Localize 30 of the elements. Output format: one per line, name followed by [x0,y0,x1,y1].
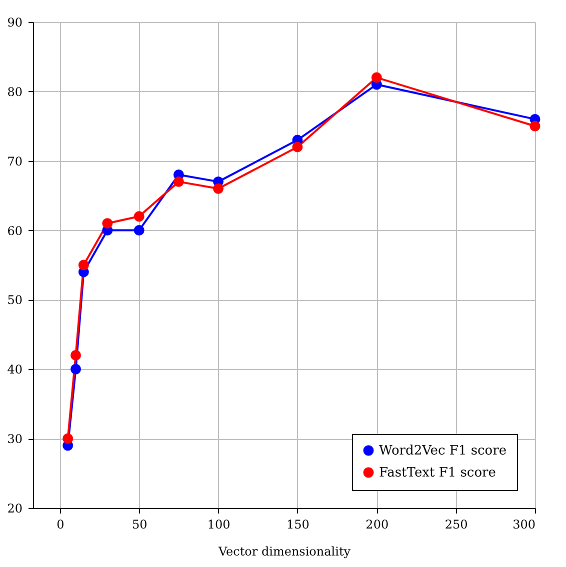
x-tick-label: 200 [366,518,389,532]
point [173,176,184,187]
point [78,260,89,270]
y-tick-label: 70 [7,154,22,168]
x-tick-label: 0 [56,518,64,532]
y-tick-label: 50 [7,293,22,308]
x-tick-label: 100 [207,518,230,532]
point [102,218,113,229]
y-tick-label: 40 [7,362,22,377]
y-tick-label: 20 [7,502,22,516]
legend-label: FastText F1 score [379,466,496,480]
point [70,364,81,374]
x-tick-label: 250 [444,518,468,532]
legend-label: Word2Vec F1 score [379,444,507,458]
x-tick-label: 150 [286,518,310,532]
y-tick-label: 80 [7,84,22,99]
x-axis-title: Vector dimensionality [217,544,351,558]
point [530,120,540,132]
point [62,433,74,444]
point [134,225,144,236]
y-tick-label: 90 [7,16,22,30]
y-tick-label: 30 [7,432,22,446]
point [213,183,224,194]
x-tick-label: 50 [132,518,148,532]
point [371,72,382,83]
point [292,142,303,152]
point [134,211,144,222]
point [70,350,81,360]
y-tick-label: 60 [7,224,22,238]
x-tick-label: 300 [512,518,536,532]
